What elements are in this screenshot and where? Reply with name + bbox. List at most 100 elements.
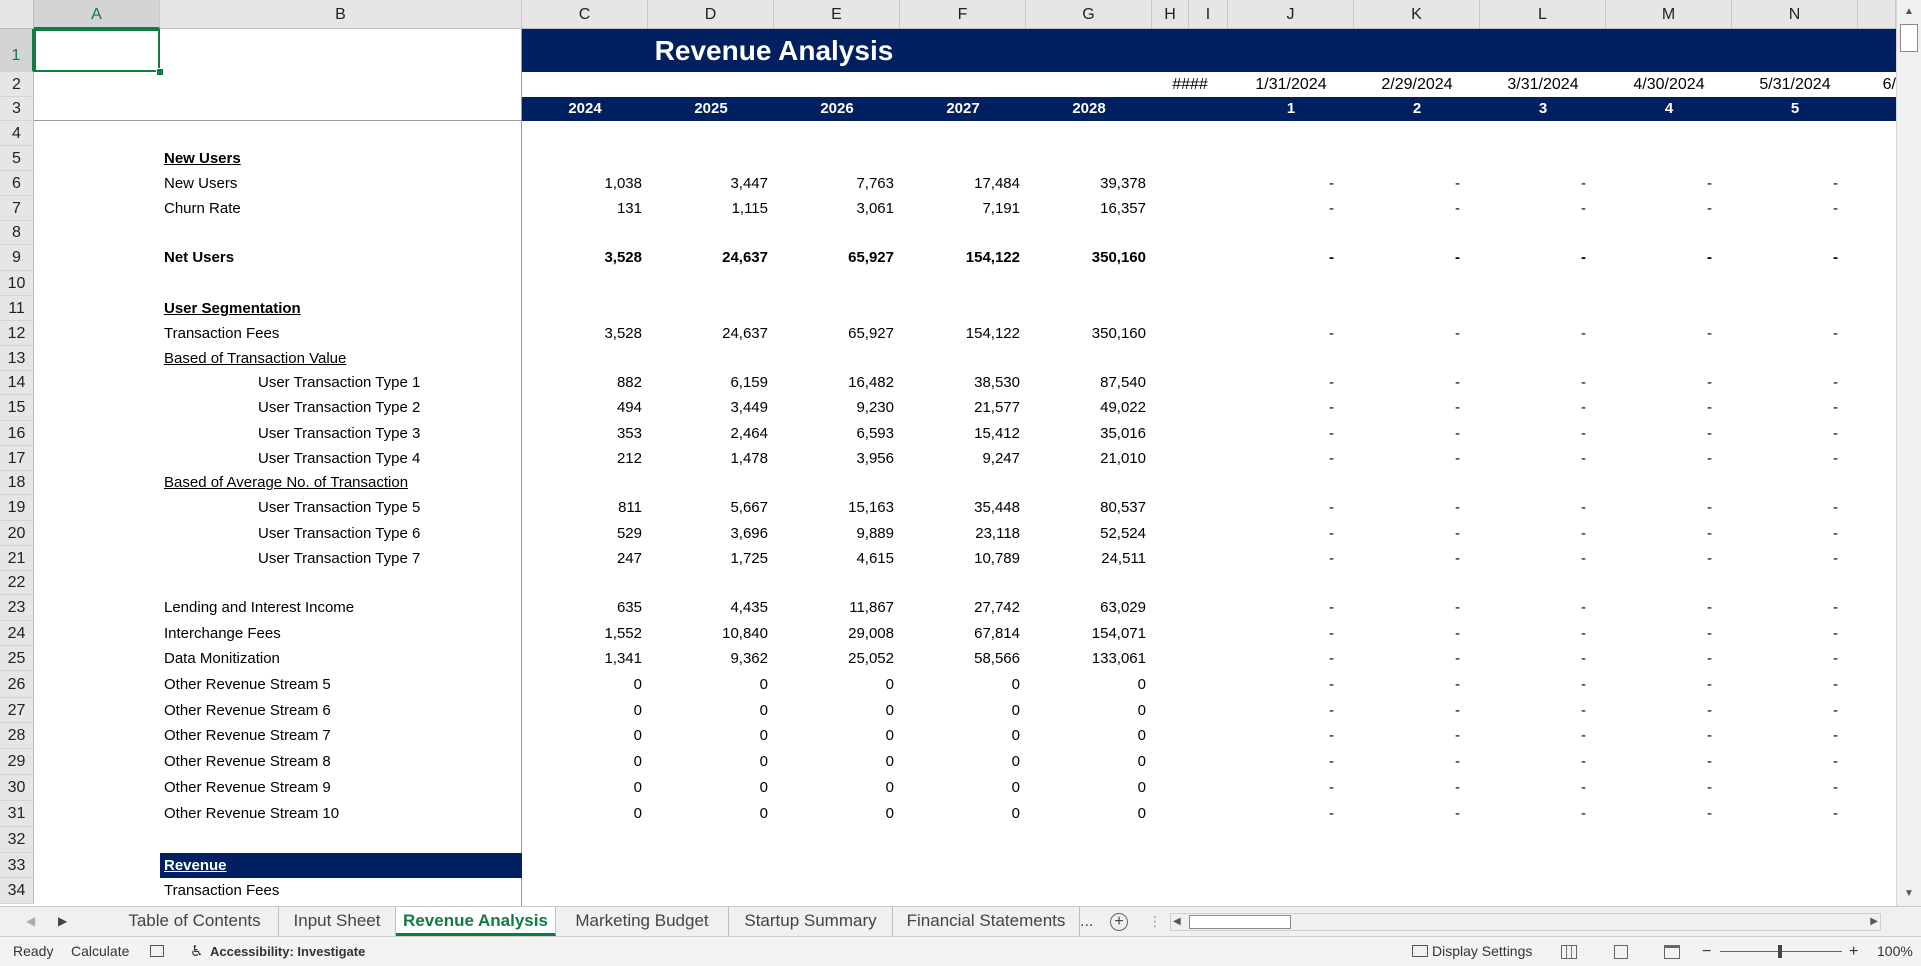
column-header-k[interactable]: K (1354, 0, 1480, 29)
column-header-i[interactable]: I (1189, 0, 1228, 29)
row-header-27[interactable]: 27 (0, 698, 34, 723)
row-header-9[interactable]: 9 (0, 245, 34, 271)
column-header-j[interactable]: J (1228, 0, 1354, 29)
column-header-partial[interactable] (1858, 0, 1896, 29)
select-all-corner[interactable] (0, 0, 34, 29)
hscroll-right-arrow-icon[interactable]: ▶ (1870, 916, 1878, 927)
column-header-n[interactable]: N (1732, 0, 1858, 29)
monthly-value-cell: - (1581, 599, 1586, 616)
row-header-7[interactable]: 7 (0, 196, 34, 221)
monthly-value-cell: - (1707, 779, 1712, 796)
tab-financial-statements[interactable]: Financial Statements (893, 907, 1080, 936)
tab-input-sheet[interactable]: Input Sheet (279, 907, 396, 936)
more-tabs-ellipsis[interactable]: ... (1080, 913, 1094, 930)
hscroll-thumb[interactable] (1189, 915, 1291, 929)
row-header-22[interactable]: 22 (0, 571, 34, 595)
monthly-value-cell: - (1329, 374, 1334, 391)
tab-scroll-right-icon[interactable]: ▶ (58, 914, 68, 928)
column-header-a[interactable]: A (34, 0, 160, 29)
zoom-slider-thumb[interactable] (1778, 945, 1782, 958)
row-header-28[interactable]: 28 (0, 723, 34, 749)
row-header-26[interactable]: 26 (0, 671, 34, 698)
value-cell: 131 (616, 200, 642, 217)
monthly-value-cell: - (1455, 325, 1460, 342)
row-header-25[interactable]: 25 (0, 646, 34, 671)
value-cell: 27,742 (974, 599, 1020, 616)
row-header-18[interactable]: 18 (0, 471, 34, 495)
zoom-out-icon[interactable]: − (1702, 943, 1712, 960)
accessibility-status[interactable]: Accessibility: Investigate (210, 944, 366, 959)
row-header-12[interactable]: 12 (0, 321, 34, 346)
row-header-10[interactable]: 10 (0, 271, 34, 296)
column-header-d[interactable]: D (648, 0, 774, 29)
column-header-m[interactable]: M (1606, 0, 1732, 29)
row-header-3[interactable]: 3 (0, 97, 34, 121)
new-sheet-button[interactable]: + (1110, 913, 1128, 931)
tab-revenue-analysis[interactable]: Revenue Analysis (396, 907, 556, 936)
tab-scroll-left-icon[interactable]: ◀ (26, 914, 36, 928)
value-cell: 3,449 (730, 399, 768, 416)
column-header-e[interactable]: E (774, 0, 900, 29)
column-header-f[interactable]: F (900, 0, 1026, 29)
value-cell: 0 (885, 805, 894, 822)
scroll-up-arrow-icon[interactable]: ▲ (1904, 6, 1914, 17)
monthly-value-cell: - (1707, 650, 1712, 667)
row-header-23[interactable]: 23 (0, 595, 34, 621)
column-header-g[interactable]: G (1026, 0, 1152, 29)
vertical-scrollbar[interactable]: ▲ ▼ (1896, 0, 1921, 906)
tab-marketing-budget[interactable]: Marketing Budget (556, 907, 729, 936)
row-header-5[interactable]: 5 (0, 146, 34, 171)
status-calculate[interactable]: Calculate (71, 943, 130, 959)
row-header-21[interactable]: 21 (0, 546, 34, 571)
column-header-h[interactable]: H (1152, 0, 1189, 29)
row-header-31[interactable]: 31 (0, 801, 34, 827)
monthly-value-cell: - (1833, 450, 1838, 467)
row-header-20[interactable]: 20 (0, 521, 34, 546)
row-label: Based of Transaction Value (164, 350, 347, 367)
row-header-29[interactable]: 29 (0, 749, 34, 775)
scroll-down-arrow-icon[interactable]: ▼ (1904, 888, 1914, 899)
page-break-view-icon[interactable] (1664, 945, 1680, 959)
row-header-17[interactable]: 17 (0, 446, 34, 471)
display-settings-icon[interactable] (1412, 945, 1428, 957)
row-header-2[interactable]: 2 (0, 72, 34, 97)
display-settings-label[interactable]: Display Settings (1432, 943, 1533, 959)
column-header-c[interactable]: C (522, 0, 648, 29)
fill-handle[interactable] (156, 68, 164, 76)
active-cell-selection[interactable] (34, 29, 160, 72)
row-header-4[interactable]: 4 (0, 121, 34, 146)
row-header-24[interactable]: 24 (0, 621, 34, 646)
page-layout-view-icon[interactable] (1614, 945, 1628, 959)
row-header-13[interactable]: 13 (0, 346, 34, 371)
row-header-32[interactable]: 32 (0, 827, 34, 853)
row-header-1[interactable]: 1 (0, 29, 34, 72)
scroll-thumb[interactable] (1900, 24, 1918, 52)
column-header-l[interactable]: L (1480, 0, 1606, 29)
row-header-15[interactable]: 15 (0, 395, 34, 421)
monthly-value-cell: - (1707, 805, 1712, 822)
date-cell: 6/ (1882, 76, 1896, 93)
zoom-slider[interactable] (1720, 945, 1842, 958)
row-header-33[interactable]: 33 (0, 853, 34, 878)
tab-startup-summary[interactable]: Startup Summary (729, 907, 893, 936)
tab-table-of-contents[interactable]: Table of Contents (111, 907, 279, 936)
normal-view-icon[interactable] (1561, 945, 1577, 959)
row-header-14[interactable]: 14 (0, 371, 34, 395)
zoom-level[interactable]: 100% (1877, 943, 1913, 959)
macro-recording-icon[interactable] (150, 945, 164, 957)
zoom-in-icon[interactable]: + (1849, 943, 1859, 960)
row-header-30[interactable]: 30 (0, 775, 34, 801)
horizontal-scrollbar[interactable]: ◀ ▶ (1170, 913, 1881, 931)
row-header-16[interactable]: 16 (0, 421, 34, 446)
row-header-6[interactable]: 6 (0, 171, 34, 196)
monthly-value-cell: - (1833, 753, 1838, 770)
monthly-value-cell: - (1707, 450, 1712, 467)
column-header-b[interactable]: B (160, 0, 522, 29)
row-header-8[interactable]: 8 (0, 221, 34, 245)
tab-splitter-dots-icon[interactable]: ⋮ (1148, 913, 1162, 929)
row-header-19[interactable]: 19 (0, 495, 34, 521)
row-header-11[interactable]: 11 (0, 296, 34, 321)
hscroll-left-arrow-icon[interactable]: ◀ (1173, 916, 1181, 927)
row-header-34[interactable]: 34 (0, 878, 34, 904)
